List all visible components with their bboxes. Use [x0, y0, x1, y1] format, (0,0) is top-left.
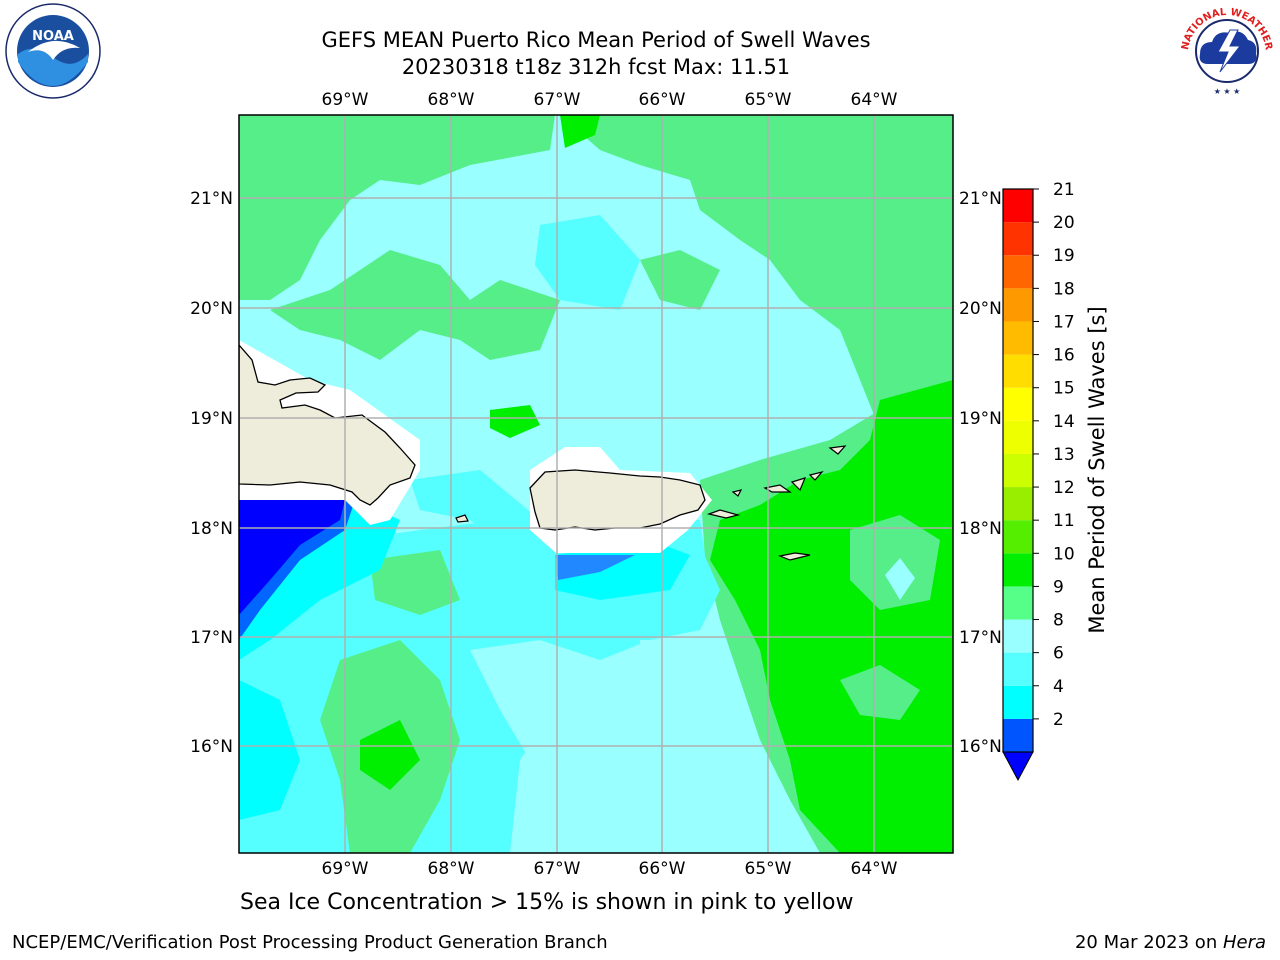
svg-text:★ ★ ★: ★ ★ ★ [1214, 87, 1241, 96]
swell-contour-9-10-ssw [370, 550, 460, 615]
colorbar-frame [1002, 188, 1034, 753]
swell-contour-9-10-north2 [560, 115, 953, 470]
footer-host: Hera [1222, 932, 1266, 953]
noaa-logo-text: NOAA [32, 29, 74, 44]
colorbar-segment [1003, 553, 1033, 587]
swell-contour-9-10-nw [640, 250, 720, 310]
map-frame [238, 114, 954, 854]
colorbar-tick-label: 21 [1053, 180, 1075, 200]
lon-tick-top: 69°W [322, 90, 369, 110]
colorbar-segment [1003, 321, 1033, 355]
lat-tick-left: 18°N [190, 519, 233, 539]
colorbar-tick-label: 11 [1053, 511, 1075, 531]
noaa-logo: NOAA [5, 3, 101, 99]
colorbar-segment [1003, 652, 1033, 686]
colorbar-tick-label: 14 [1053, 412, 1075, 432]
colorbar-segment [1003, 487, 1033, 521]
colorbar-tick-label: 20 [1053, 213, 1075, 233]
swell-contour-10-11-south-spot [360, 720, 420, 790]
lon-tick-bottom: 68°W [428, 859, 475, 879]
lon-tick-top: 64°W [851, 90, 898, 110]
chart-subtitle: 20230318 t18z 312h fcst Max: 11.51 [401, 55, 791, 79]
colorbar-tick-label: 18 [1053, 279, 1075, 299]
colorbar-tick-label: 4 [1053, 677, 1064, 697]
swell-contour-10-11-north [560, 115, 600, 148]
colorbar-under-triangle [1002, 751, 1034, 782]
colorbar-segment [1003, 189, 1033, 223]
lon-tick-bottom: 67°W [534, 859, 581, 879]
lat-tick-right: 18°N [959, 519, 1002, 539]
colorbar-segment [1003, 387, 1033, 421]
lon-tick-top: 68°W [428, 90, 475, 110]
colorbar-tick-label: 19 [1053, 246, 1075, 266]
lat-tick-right: 19°N [959, 409, 1002, 429]
swell-contour-9-10-mid [270, 250, 560, 360]
lon-tick-bottom: 65°W [745, 859, 792, 879]
swell-contour-8-9-east-spot [885, 558, 915, 600]
swell-contour-6-7-west [239, 680, 300, 820]
nws-logo: NATIONAL WEATHER SERVICE ★ ★ ★ [1178, 2, 1274, 98]
colorbar-segment [1003, 619, 1033, 653]
lat-tick-left: 16°N [190, 737, 233, 757]
colorbar-segment [1003, 718, 1033, 752]
swell-contour-9-10-blueish [535, 215, 640, 310]
colorbar-segment [1003, 453, 1033, 488]
lat-tick-right: 17°N [959, 628, 1002, 648]
lat-tick-left: 19°N [190, 409, 233, 429]
footer-date: 20 Mar 2023 on Hera [1075, 932, 1266, 953]
footer-credit: NCEP/EMC/Verification Post Processing Pr… [12, 932, 608, 953]
lon-tick-bottom: 64°W [851, 859, 898, 879]
colorbar-segment [1003, 288, 1033, 322]
colorbar-tick-label: 12 [1053, 478, 1075, 498]
lon-tick-top: 67°W [534, 90, 581, 110]
colorbar-tick-label: 10 [1053, 544, 1075, 564]
swell-contour-8-9-south-light2 [640, 640, 740, 790]
swell-contour-9-10-north [239, 115, 555, 300]
swell-contour-10-11-east [710, 380, 953, 853]
colorbar-tick-label: 15 [1053, 379, 1075, 399]
footer-date-text: 20 Mar 2023 on [1074, 932, 1223, 953]
colorbar-tick-label: 9 [1053, 577, 1064, 597]
colorbar: 21 20 19 18 17 16 15 14 13 12 11 10 9 8 6 4 2 [1002, 180, 1075, 782]
lat-tick-right: 16°N [959, 737, 1002, 757]
lat-tick-left: 20°N [190, 299, 233, 319]
colorbar-tick-label: 2 [1053, 710, 1064, 730]
colorbar-tick-label: 13 [1053, 445, 1075, 465]
colorbar-label: Mean Period of Swell Waves [s] [1085, 306, 1109, 634]
colorbar-tick-label: 8 [1053, 611, 1064, 631]
lat-tick-right: 21°N [959, 189, 1002, 209]
swell-contour-9-10-east-spot [850, 515, 940, 610]
virgin-islands [455, 445, 847, 561]
lon-tick-bottom: 69°W [322, 859, 369, 879]
map-grid [239, 115, 953, 853]
sea-ice-note: Sea Ice Concentration > 15% is shown in … [240, 890, 854, 915]
colorbar-segment [1003, 354, 1033, 388]
colorbar-segment [1003, 222, 1033, 256]
colorbar-segment [1003, 685, 1033, 719]
swell-contour-8-9-south-light [470, 640, 640, 780]
lat-tick-right: 20°N [959, 299, 1002, 319]
colorbar-segment [1003, 420, 1033, 454]
lon-tick-bottom: 66°W [639, 859, 686, 879]
lat-tick-left: 17°N [190, 628, 233, 648]
lon-tick-top: 65°W [745, 90, 792, 110]
colorbar-tick-label: 17 [1053, 312, 1075, 332]
colorbar-segment [1003, 520, 1033, 554]
swell-contour-2-4-pr-south [556, 555, 635, 580]
colorbar-segment [1003, 586, 1033, 620]
swell-contour-10-11-island [490, 405, 540, 438]
chart-title: GEFS MEAN Puerto Rico Mean Period of Swe… [321, 28, 871, 52]
map-area [239, 115, 953, 853]
swell-contour-9-10-east-spot2 [840, 665, 920, 720]
colorbar-segment [1003, 255, 1033, 289]
lon-tick-top: 66°W [639, 90, 686, 110]
lat-tick-left: 21°N [190, 189, 233, 209]
colorbar-tick-label: 16 [1053, 346, 1075, 366]
colorbar-tick-label: 6 [1053, 644, 1064, 664]
